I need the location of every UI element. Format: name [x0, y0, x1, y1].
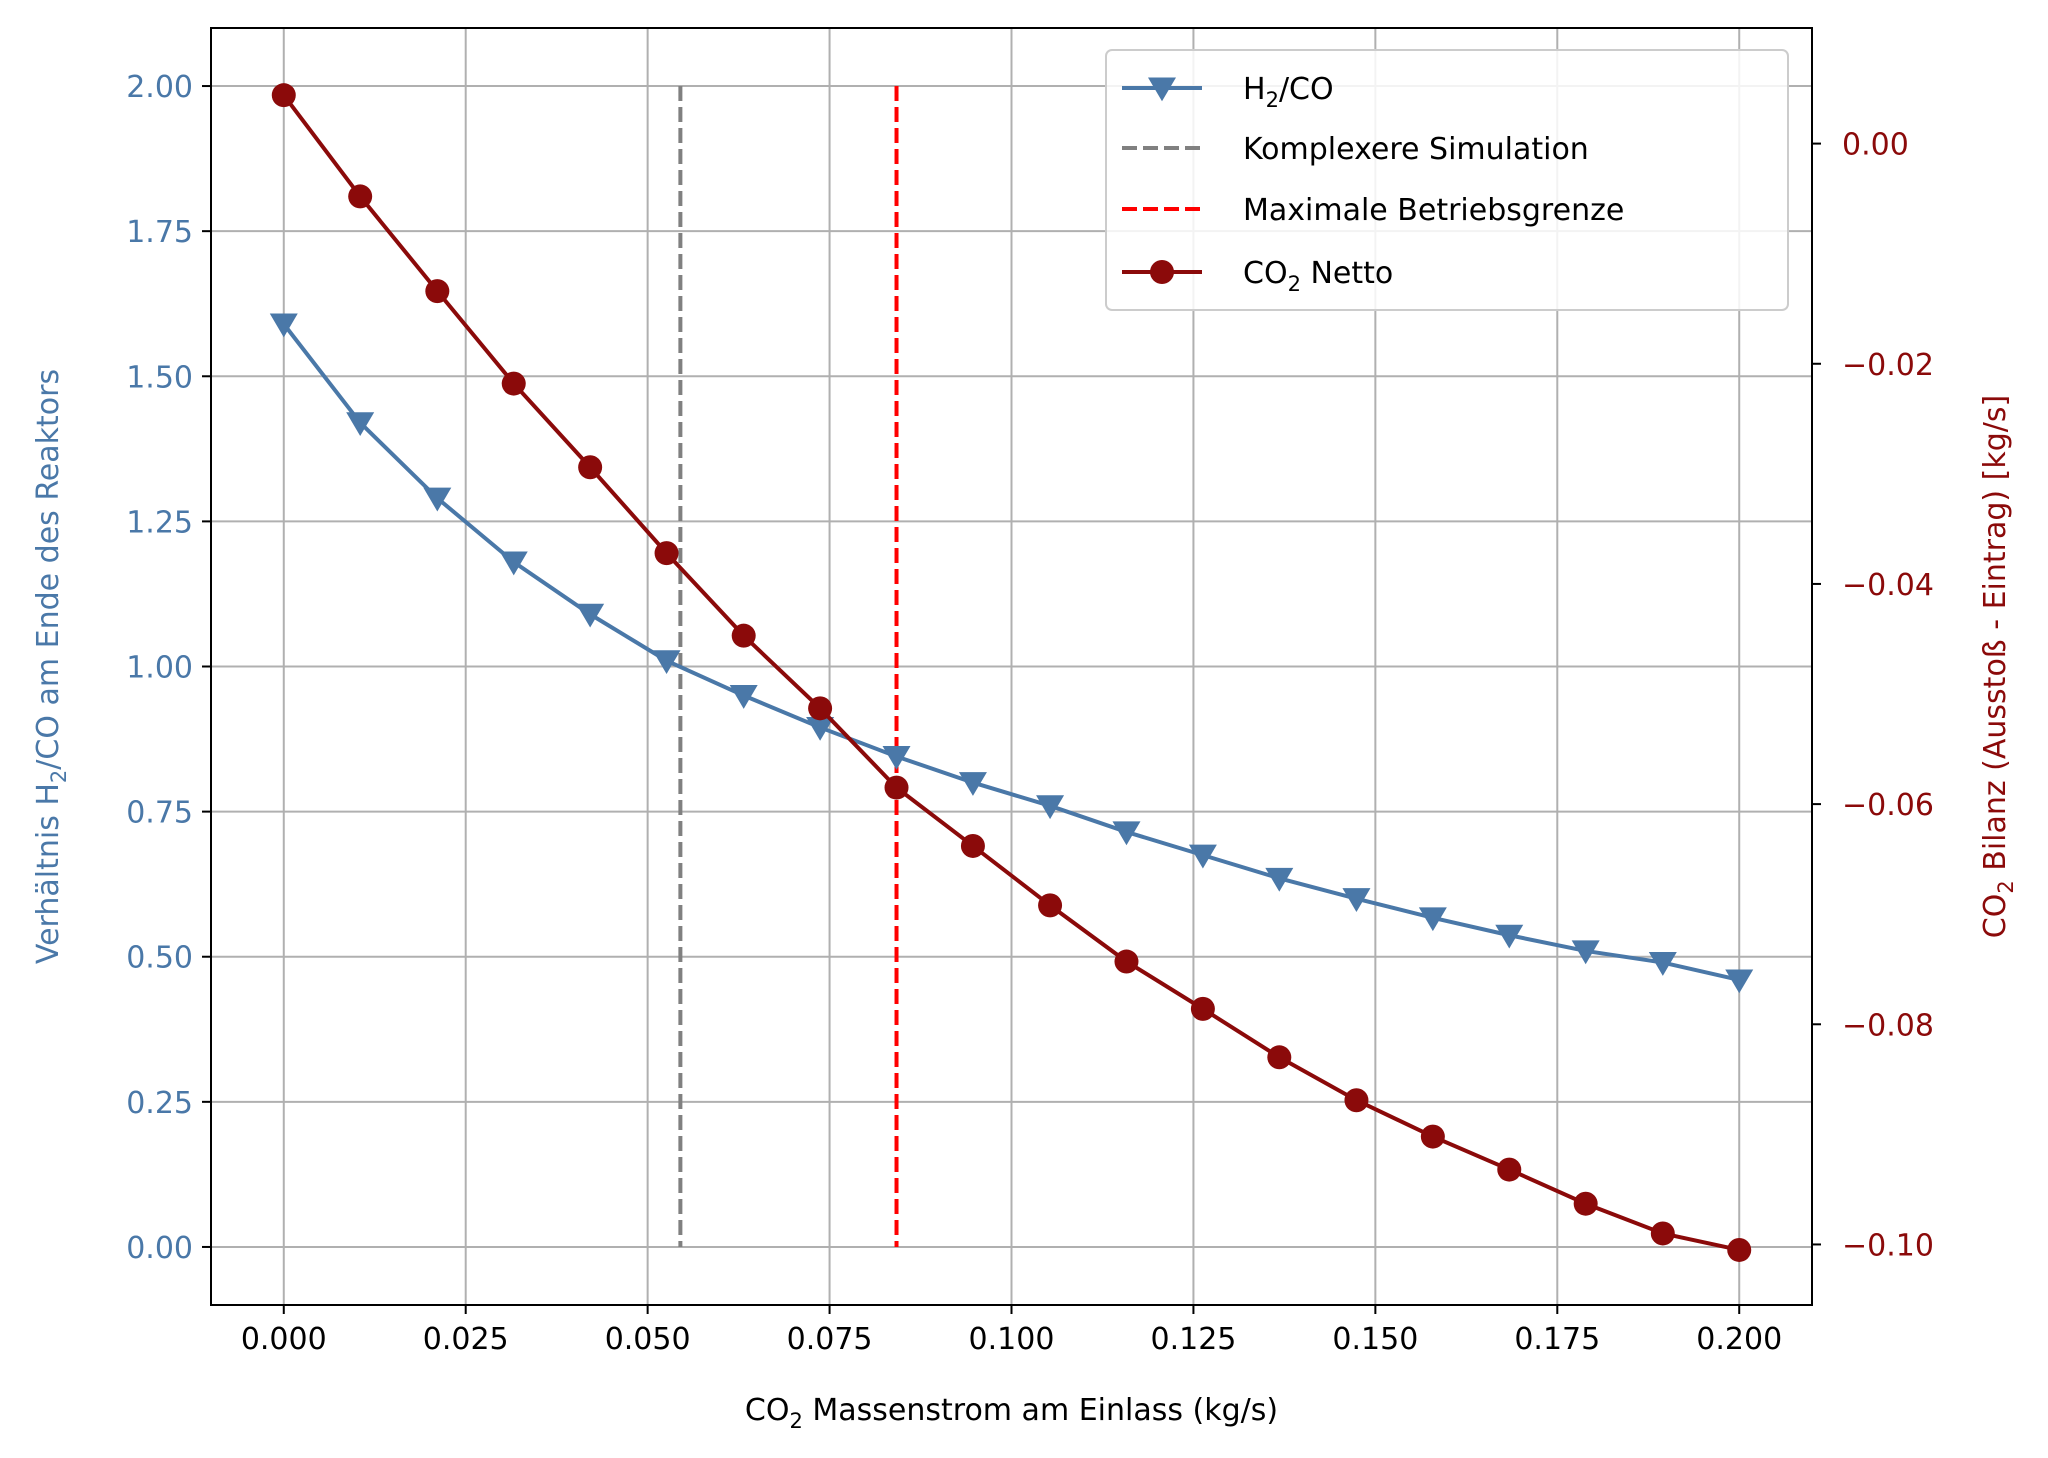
x-tick-label: 0.200 [1696, 1322, 1782, 1357]
legend-label-maximale-betriebsgrenze: Maximale Betriebsgrenze [1243, 193, 1624, 228]
data-point [423, 487, 452, 512]
y-left-tick-label: 0.25 [126, 1086, 193, 1121]
data-point [1344, 1088, 1369, 1113]
series-h2co [269, 313, 1754, 994]
x-tick-label: 0.150 [1332, 1322, 1418, 1357]
data-point [346, 412, 375, 437]
legend-label-h2co: H2/CO [1243, 72, 1334, 112]
data-point [269, 313, 298, 338]
data-point [729, 685, 758, 709]
y-left-axis-label: Verhältnis H2/CO am Ende des Reaktors [31, 369, 71, 964]
data-point [576, 603, 605, 628]
data-point [271, 83, 296, 108]
x-tick-label: 0.175 [1514, 1322, 1600, 1357]
legend-label-komplexere-simulation: Komplexere Simulation [1243, 132, 1589, 167]
y-left-tick-label: 0.50 [126, 941, 193, 976]
series-line [282, 93, 1740, 1252]
data-series [269, 83, 1754, 1262]
legend-box [1105, 49, 1789, 311]
data-point [731, 623, 756, 648]
data-point [348, 184, 373, 209]
data-point [425, 279, 450, 304]
y-left-axis-ticks: 0.00 0.25 0.50 0.75 1.00 1.25 1.50 1.75 2.00 [126, 70, 211, 1266]
y-right-tick-label: 0.00 [1842, 128, 1909, 163]
data-point [1342, 888, 1371, 912]
y-left-tick-label: 1.75 [126, 215, 193, 250]
data-point [1727, 1237, 1752, 1262]
data-point [1038, 893, 1063, 918]
y-left-tick-label: 1.00 [126, 651, 193, 686]
y-right-axis-label: CO2 Bilanz (Ausstoß - Eintrag) [kg/s] [1978, 395, 2018, 938]
data-point [499, 551, 528, 576]
data-point [501, 371, 526, 396]
x-tick-label: 0.050 [605, 1322, 691, 1357]
x-axis-label: CO2 Massenstrom am Einlass (kg/s) [745, 1393, 1278, 1433]
legend: H2/CO Komplexere Simulation Maximale Bet… [1105, 49, 1789, 311]
y-right-tick-label: −0.10 [1842, 1228, 1934, 1263]
data-point [958, 772, 987, 796]
data-point [1495, 924, 1524, 949]
data-point [1725, 969, 1754, 994]
data-point [1571, 940, 1600, 965]
data-point [1267, 1045, 1292, 1070]
x-axis-ticks: 0.000 0.025 0.050 0.075 0.100 0.125 0.150 0.175… [241, 1305, 1782, 1357]
data-point [1188, 844, 1217, 869]
data-point [1114, 949, 1139, 974]
y-left-tick-label: 0.00 [126, 1231, 193, 1266]
data-point [1648, 952, 1677, 976]
y-right-tick-label: −0.02 [1842, 348, 1934, 383]
data-point [652, 650, 681, 674]
y-left-tick-label: 0.75 [126, 796, 193, 831]
data-point [1265, 867, 1294, 892]
data-point [578, 455, 603, 480]
data-point [1573, 1191, 1598, 1216]
y-right-tick-label: −0.08 [1842, 1008, 1934, 1043]
legend-marker-co2-netto [1150, 260, 1174, 284]
data-point [1497, 1157, 1522, 1182]
x-tick-label: 0.100 [969, 1322, 1055, 1357]
data-point [1112, 821, 1141, 846]
data-point [882, 745, 911, 770]
x-tick-label: 0.000 [241, 1322, 327, 1357]
series-co2-netto [271, 83, 1752, 1262]
data-point [1650, 1221, 1675, 1246]
data-point [1190, 996, 1215, 1021]
data-point [1036, 795, 1065, 820]
legend-marker-h2co [1148, 77, 1176, 102]
data-point [808, 696, 833, 721]
x-tick-label: 0.125 [1150, 1322, 1236, 1357]
x-tick-label: 0.075 [787, 1322, 873, 1357]
y-left-tick-label: 1.50 [126, 360, 193, 395]
legend-symbols [1122, 77, 1202, 284]
data-point [1420, 1124, 1445, 1149]
data-point [884, 775, 909, 800]
series-line [282, 322, 1740, 982]
x-tick-label: 0.025 [423, 1322, 509, 1357]
y-left-tick-label: 2.00 [126, 70, 193, 105]
legend-label-co2-netto: CO2 Netto [1243, 256, 1393, 296]
data-point [1418, 907, 1447, 932]
data-point [654, 541, 679, 566]
y-left-tick-label: 1.25 [126, 505, 193, 540]
data-point [960, 833, 985, 858]
y-right-tick-label: −0.04 [1842, 568, 1934, 603]
data-point [806, 716, 835, 741]
y-right-axis-ticks: 0.00 −0.02 −0.04 −0.06 −0.08 −0.10 [1812, 128, 1934, 1263]
y-right-tick-label: −0.06 [1842, 788, 1934, 823]
